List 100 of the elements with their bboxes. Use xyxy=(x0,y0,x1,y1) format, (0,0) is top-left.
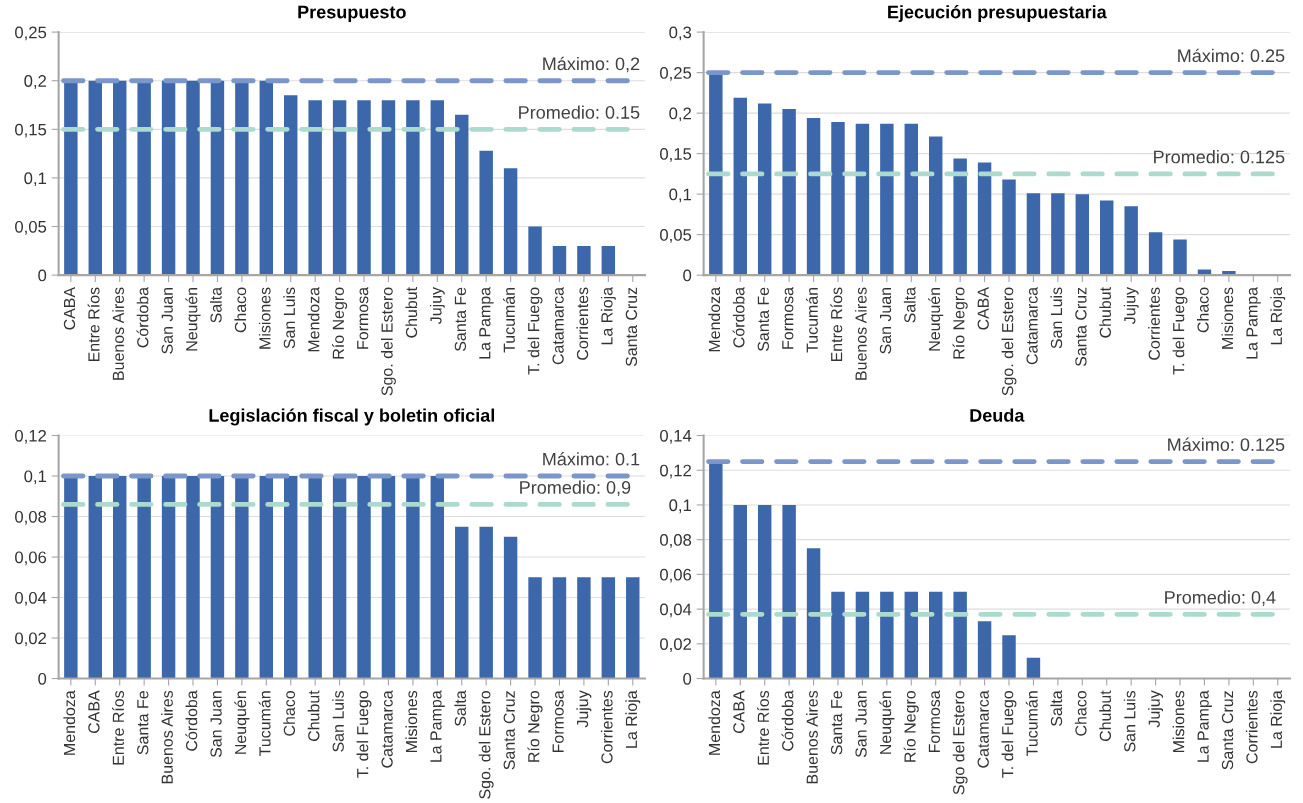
bar xyxy=(782,504,796,679)
x-tick-label: Formosa xyxy=(357,286,369,349)
x-tick-label: San Luis xyxy=(1123,690,1136,752)
x-tick-label: T. del Fuego xyxy=(1172,287,1188,375)
bar xyxy=(831,122,845,276)
bar xyxy=(709,461,723,679)
x-tick-label: Catamarca xyxy=(381,690,393,768)
x-tick-label: Salta xyxy=(454,690,467,727)
x-tick-label: San Juan xyxy=(161,287,173,354)
bar xyxy=(977,162,992,276)
bar xyxy=(503,536,518,679)
y-tick-label: 0,12 xyxy=(660,464,691,479)
y-tick-label: 0,2 xyxy=(24,75,46,89)
bar xyxy=(977,621,992,679)
bar xyxy=(137,80,151,276)
x-tick-label: Salta xyxy=(1050,690,1063,727)
y-tick-label: 0,02 xyxy=(660,638,691,652)
x-tick-label: Sgo. del Estero xyxy=(478,691,494,799)
bar xyxy=(929,136,943,276)
y-tick-label: 0,1 xyxy=(669,499,691,514)
bar xyxy=(88,476,102,679)
x-tick-label: Neuquén xyxy=(234,691,250,754)
y-tick-label: 0,25 xyxy=(15,26,47,41)
bar xyxy=(1026,193,1041,276)
x-tick-label: Misiones xyxy=(258,287,271,349)
x-tick-label: La Rioja xyxy=(1270,286,1286,345)
x-tick-label: Santa Fe xyxy=(137,691,149,755)
x-tick-label: Chubut xyxy=(405,287,418,338)
x-tick-label: CABA xyxy=(977,286,989,330)
x-tick-label: Corrientes xyxy=(1245,690,1258,764)
x-tick-label: Santa Cruz xyxy=(1221,691,1234,770)
bar xyxy=(757,103,772,276)
x-tick-label: La Rioja xyxy=(1270,690,1286,748)
bar xyxy=(64,476,78,679)
x-tick-label: Tucumán xyxy=(1025,691,1038,756)
x-tick-label: Chaco xyxy=(283,691,296,736)
bar xyxy=(953,158,967,276)
x-tick-label: T. del Fuego xyxy=(356,691,372,778)
x-tick-label: Santa Fe xyxy=(830,691,843,755)
x-tick-label: Jujuy xyxy=(429,286,445,324)
bar xyxy=(406,476,420,679)
bar xyxy=(357,476,371,679)
bar xyxy=(733,97,747,276)
x-tick-label: T. del Fuego xyxy=(1001,691,1017,778)
x-tick-label: Formosa xyxy=(782,286,794,349)
bar xyxy=(210,80,225,276)
bar xyxy=(308,100,322,276)
y-tick-label: 0,1 xyxy=(24,470,47,485)
y-tick-label: 0,04 xyxy=(15,591,47,606)
bar xyxy=(64,80,78,276)
x-tick-label: La Pampa xyxy=(1246,286,1261,359)
bar xyxy=(1100,200,1114,276)
x-tick-label: Misiones xyxy=(1172,690,1185,753)
bar xyxy=(479,526,493,679)
bar xyxy=(161,476,176,679)
bar xyxy=(806,548,821,679)
x-tick-label: Santa Fe xyxy=(757,287,769,352)
x-tick-label: Córdoba xyxy=(136,286,149,348)
x-tick-label: Buenos Aires xyxy=(854,287,867,380)
y-tick-label: 0,25 xyxy=(660,67,692,81)
x-tick-label: CABA xyxy=(63,286,76,330)
x-tick-label: Salta xyxy=(209,286,222,323)
x-tick-label: San Juan xyxy=(879,287,892,354)
ref-line-label: Máximo: 0.1 xyxy=(543,452,640,466)
x-tick-label: Santa Cruz xyxy=(503,691,515,770)
bar xyxy=(806,117,821,276)
x-tick-label: Santa Fe xyxy=(454,287,467,352)
x-tick-label: CABA xyxy=(88,690,100,734)
bar xyxy=(577,245,591,276)
x-tick-label: Corrientes xyxy=(576,287,589,360)
bar xyxy=(1051,193,1065,276)
bar xyxy=(552,577,567,679)
x-tick-label: Córdoba xyxy=(732,286,745,348)
ref-line-label: Promedio: 0.15 xyxy=(519,105,640,119)
x-tick-label: San Luis xyxy=(1050,287,1063,349)
x-tick-label: La Rioja xyxy=(600,286,616,345)
x-tick-label: Misiones xyxy=(405,690,418,753)
bar xyxy=(112,80,127,276)
x-tick-label: Formosa xyxy=(552,690,564,753)
x-tick-label: Córdoba xyxy=(185,690,198,751)
x-tick-label: Chubut xyxy=(1099,287,1112,338)
x-tick-label: Río Negro xyxy=(952,287,968,359)
bar xyxy=(880,123,894,276)
x-tick-label: Catamarca xyxy=(1026,286,1038,365)
y-tick-label: 0,05 xyxy=(15,220,47,235)
x-tick-label: Jujuy xyxy=(576,690,592,728)
bar xyxy=(88,80,102,276)
bar xyxy=(601,577,616,679)
x-tick-label: Catamarca xyxy=(552,286,564,365)
x-tick-label: Santa Cruz xyxy=(1075,287,1087,367)
bar xyxy=(332,476,347,679)
bar xyxy=(381,100,396,276)
x-tick-label: Formosa xyxy=(928,690,940,753)
x-tick-label: Sgo. del Estero xyxy=(1001,287,1017,396)
bar xyxy=(1075,194,1090,276)
x-tick-label: Entre Ríos xyxy=(112,690,124,765)
y-tick-label: 0,12 xyxy=(15,429,46,444)
x-tick-label: Corrientes xyxy=(600,690,613,764)
bar xyxy=(381,476,396,679)
x-tick-label: Tucumán xyxy=(258,691,271,756)
